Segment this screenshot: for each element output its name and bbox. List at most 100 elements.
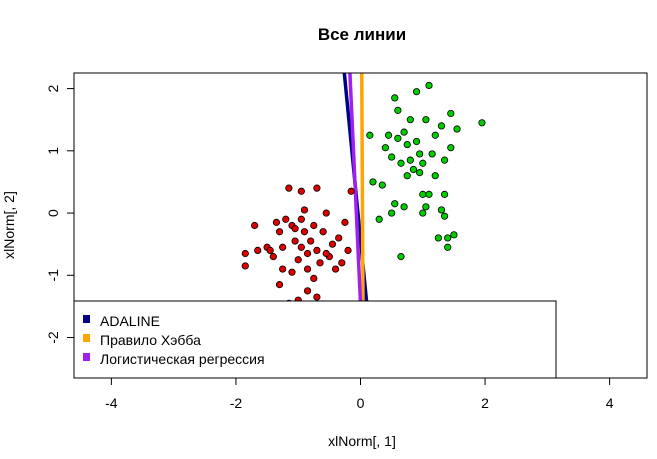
y-axis-title: xlNorm[, 2] [1, 191, 17, 259]
point-s0-26 [313, 184, 321, 192]
point-s0-28 [316, 259, 324, 267]
point-s0-24 [310, 221, 318, 230]
point-s0-10 [279, 265, 287, 273]
chart-title: Все линии [318, 25, 406, 44]
legend: ADALINE Правило Хэбба Логистическая регрес… [73, 300, 557, 379]
point-s1-4 [381, 144, 390, 152]
point-s0-45 [275, 281, 284, 289]
point-s1-44 [453, 125, 461, 133]
point-s1-6 [388, 209, 396, 217]
point-s0-43 [303, 287, 312, 295]
point-s0-39 [291, 225, 299, 233]
point-s0-21 [303, 249, 312, 258]
point-s1-1 [369, 178, 377, 186]
line-1 [359, 73, 365, 304]
point-s1-28 [422, 116, 430, 124]
point-s1-0 [366, 131, 374, 139]
point-s1-31 [428, 150, 436, 158]
point-s1-39 [444, 234, 452, 242]
point-s1-33 [431, 131, 439, 139]
y-tick-label-1: -1 [45, 269, 61, 282]
point-s0-9 [279, 243, 287, 251]
data-points [241, 81, 486, 307]
legend-swatch-0 [83, 315, 90, 323]
point-s0-29 [319, 228, 327, 236]
point-s1-10 [394, 134, 402, 142]
legend-label-2: Логистическая регрессия [100, 351, 265, 367]
point-s0-0 [251, 221, 259, 230]
point-s1-7 [388, 153, 396, 161]
point-s0-20 [300, 228, 309, 236]
legend-label-0: ADALINE [100, 313, 160, 329]
point-s0-27 [313, 246, 321, 254]
legend-box [73, 300, 557, 379]
point-s0-36 [341, 218, 349, 226]
x-tick-label-3: 2 [481, 395, 489, 411]
point-s0-16 [294, 256, 302, 264]
y-tick-label-3: 1 [45, 147, 61, 155]
point-s1-37 [440, 190, 449, 198]
point-s0-18 [297, 215, 305, 223]
point-s1-17 [406, 156, 414, 164]
x-tick-label-0: -4 [105, 395, 118, 411]
point-s1-14 [400, 203, 408, 211]
point-s1-15 [400, 128, 408, 136]
point-s0-25 [310, 274, 318, 283]
line-2 [348, 73, 363, 304]
y-tick-label-2: 0 [45, 209, 61, 217]
point-s1-24 [419, 190, 427, 198]
y-tick-label-4: 2 [45, 84, 61, 92]
point-s0-19 [300, 206, 309, 214]
point-s1-32 [431, 172, 439, 180]
point-s0-23 [307, 237, 315, 245]
point-s1-8 [391, 200, 399, 208]
legend-swatch-2 [83, 353, 90, 361]
point-s1-36 [437, 122, 446, 130]
point-s1-43 [450, 231, 458, 239]
point-s1-21 [412, 88, 421, 96]
point-s0-40 [297, 187, 305, 195]
point-s1-5 [384, 131, 393, 139]
point-s0-32 [328, 240, 337, 248]
point-s1-45 [478, 119, 486, 127]
point-s1-29 [425, 190, 433, 198]
regression-lines [342, 73, 369, 304]
point-s1-12 [397, 253, 405, 261]
point-s0-12 [285, 184, 293, 192]
point-s1-11 [394, 106, 402, 114]
point-s0-15 [291, 237, 299, 245]
point-s1-42 [447, 144, 455, 152]
point-s1-25 [419, 209, 427, 217]
point-s1-26 [419, 159, 427, 167]
point-s0-34 [335, 234, 343, 242]
legend-swatch-1 [83, 334, 90, 342]
point-s1-3 [378, 181, 386, 189]
point-s1-2 [375, 215, 383, 223]
point-s0-46 [322, 249, 330, 258]
point-s0-14 [288, 268, 296, 276]
x-axis-title: xlNorm[, 1] [328, 433, 396, 449]
point-s1-16 [403, 140, 411, 149]
point-s0-6 [269, 253, 277, 261]
point-s0-1 [241, 249, 249, 258]
point-s0-2 [241, 262, 249, 270]
point-s1-46 [440, 212, 449, 220]
point-s0-11 [282, 215, 290, 223]
point-s1-34 [434, 234, 442, 242]
point-s1-47 [403, 172, 411, 180]
point-s1-20 [412, 137, 421, 146]
point-s0-35 [338, 259, 346, 267]
point-s1-27 [422, 203, 430, 211]
legend-label-1: Правило Хэбба [100, 332, 201, 348]
point-s0-8 [275, 228, 284, 236]
point-s1-35 [437, 206, 446, 214]
point-s1-9 [391, 94, 399, 102]
point-s0-5 [266, 246, 274, 254]
point-s0-30 [322, 209, 330, 217]
point-s1-23 [416, 168, 424, 177]
point-s1-22 [416, 150, 424, 158]
point-s0-38 [347, 187, 355, 195]
point-s1-30 [425, 81, 433, 90]
point-s0-3 [254, 246, 262, 254]
